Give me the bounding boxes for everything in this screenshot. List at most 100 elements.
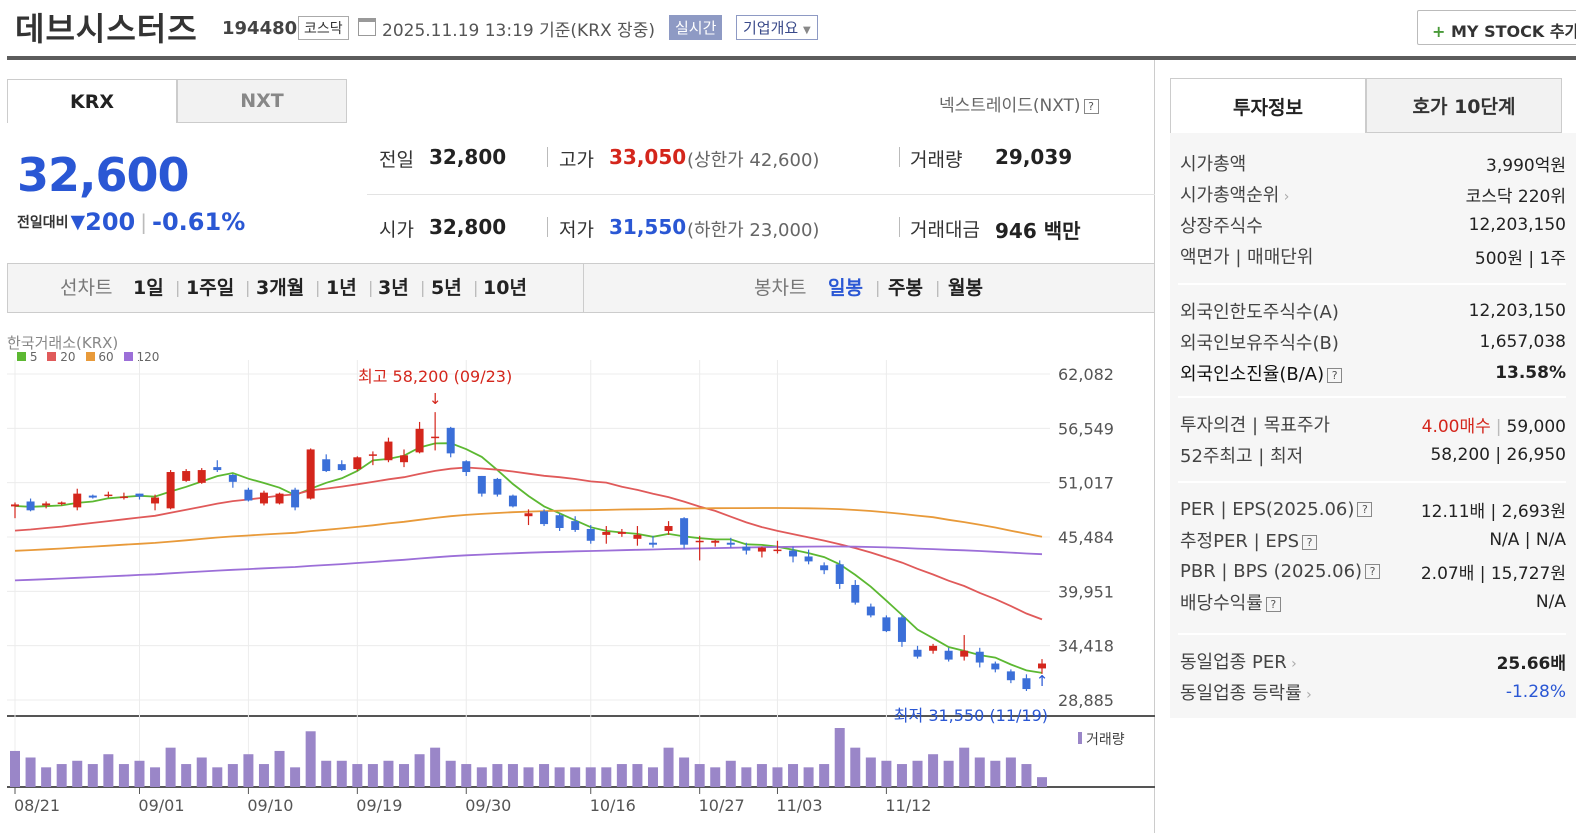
volume-bar bbox=[476, 767, 487, 787]
help-icon[interactable]: ? bbox=[1365, 564, 1381, 579]
range-1y[interactable]: 1년 bbox=[326, 277, 357, 299]
volume-bar bbox=[461, 764, 472, 787]
candle-weekly[interactable]: 주봉 bbox=[888, 277, 923, 299]
candle-body bbox=[182, 471, 191, 481]
volume-bar bbox=[305, 731, 316, 787]
candle-body bbox=[680, 518, 689, 545]
range-3m[interactable]: 3개월 bbox=[256, 277, 305, 299]
opinion-value: 4.00매수 bbox=[1421, 416, 1491, 437]
high-label: 고가 bbox=[559, 149, 594, 171]
tab-invest-info[interactable]: 투자정보 bbox=[1170, 78, 1366, 133]
y-tick-label: 56,549 bbox=[1058, 419, 1114, 438]
tab-nxt[interactable]: NXT bbox=[177, 79, 347, 123]
candle-body bbox=[524, 513, 533, 517]
tab-krx[interactable]: KRX bbox=[7, 79, 177, 123]
volume-bar bbox=[150, 767, 161, 787]
sidebar-body: 시가총액 3,990억원 시가총액순위 › 코스닥 220위 상장주식수 12,203,1… bbox=[1170, 133, 1576, 718]
volume-bar bbox=[912, 760, 923, 787]
my-stock-label: MY STOCK 추가 bbox=[1450, 22, 1576, 41]
volume-bar bbox=[10, 750, 20, 787]
chevron-right-icon[interactable]: › bbox=[1279, 189, 1290, 205]
sidebar-row-label: PER | EPS(2025.06) bbox=[1180, 498, 1355, 520]
line-chart-label[interactable]: 선차트 bbox=[60, 277, 113, 299]
candle-body bbox=[1022, 678, 1031, 690]
candle-body bbox=[882, 617, 891, 632]
calendar-icon bbox=[358, 18, 376, 36]
candle-body bbox=[789, 550, 798, 557]
tab-invest-info-label: 투자정보 bbox=[1233, 96, 1303, 119]
volume-bar bbox=[850, 747, 861, 787]
help-icon[interactable]: ? bbox=[1083, 98, 1099, 114]
amount-value: 946 백만 bbox=[995, 219, 1081, 243]
company-overview-label: 기업개요 bbox=[743, 19, 799, 37]
range-5y[interactable]: 5년 bbox=[431, 277, 462, 299]
candle-body bbox=[991, 663, 1000, 670]
sidebar-row-value: 58,200 | 26,950 bbox=[1430, 445, 1566, 465]
candle-body bbox=[555, 515, 564, 528]
volume-bar bbox=[523, 767, 534, 787]
candle-body bbox=[897, 617, 906, 642]
help-icon[interactable]: ? bbox=[1327, 367, 1343, 383]
volume-bar bbox=[959, 747, 970, 787]
sidebar-info-row: 외국인한도주식수(A) 12,203,150 bbox=[1180, 295, 1566, 327]
candle-body bbox=[384, 441, 393, 461]
sidebar-info-row: 시가총액순위 › 코스닥 220위 bbox=[1180, 178, 1566, 210]
candle-body bbox=[213, 467, 222, 471]
legend-ma120: 120 bbox=[123, 350, 159, 364]
high-value: 33,050 bbox=[609, 145, 687, 169]
help-icon[interactable]: ? bbox=[1357, 502, 1373, 517]
nxt-link[interactable]: 넥스트레이드(NXT)? bbox=[939, 91, 1099, 116]
candle-body bbox=[742, 546, 751, 551]
sidebar-row-value: 2.07배 | 15,727원 bbox=[1420, 563, 1566, 584]
sidebar-row-label: 시가총액순위 bbox=[1180, 185, 1280, 206]
company-name: 데브시스터즈 bbox=[15, 10, 198, 48]
volume-bar bbox=[56, 764, 67, 787]
realtime-badge[interactable]: 실시간 bbox=[669, 15, 723, 40]
candle-body bbox=[337, 464, 346, 471]
chevron-right-icon[interactable]: › bbox=[1286, 656, 1297, 672]
stock-code: 194480 bbox=[222, 18, 298, 39]
candle-monthly[interactable]: 월봉 bbox=[948, 277, 983, 299]
stats-grid: 전일 32,800 고가 33,050 (상한가 42,600) 거래량 29,… bbox=[367, 138, 1155, 328]
volume-bar bbox=[974, 757, 985, 787]
chart-title: 한국거래소(KRX) bbox=[7, 334, 119, 352]
sidebar-info-row: 동일업종 등락률 › -1.28% bbox=[1180, 676, 1566, 708]
range-3y[interactable]: 3년 bbox=[378, 277, 409, 299]
help-icon[interactable]: ? bbox=[1302, 534, 1318, 550]
sidebar-row-label: 52주최고 | 최저 bbox=[1180, 446, 1304, 467]
candle-body bbox=[820, 565, 829, 571]
company-overview-button[interactable]: 기업개요 ▼ bbox=[736, 15, 818, 40]
my-stock-button[interactable]: + MY STOCK 추가 bbox=[1417, 10, 1576, 45]
candle-body bbox=[773, 549, 782, 552]
sidebar-info-row: 상장주식수 12,203,150 bbox=[1180, 209, 1566, 241]
sidebar-info-row: 액면가 | 매매단위 500원 | 1주 bbox=[1180, 240, 1566, 272]
volume-bar bbox=[679, 757, 690, 787]
volume-bar bbox=[616, 764, 627, 787]
range-10y[interactable]: 10년 bbox=[483, 277, 527, 299]
volume-bar bbox=[663, 747, 674, 787]
sidebar-info-row: 외국인소진율(B/A)? 13.58% bbox=[1180, 357, 1566, 389]
range-1w[interactable]: 1주일 bbox=[186, 277, 235, 299]
candle-body bbox=[540, 511, 549, 525]
y-tick-label: 62,082 bbox=[1058, 365, 1114, 384]
candle-chart-label[interactable]: 봉차트 bbox=[754, 277, 807, 299]
volume-bar bbox=[507, 764, 518, 787]
volume-bar bbox=[803, 767, 814, 787]
chevron-right-icon[interactable]: › bbox=[1301, 687, 1312, 703]
sidebar-row-value: N/A bbox=[1535, 592, 1566, 612]
volume-bar bbox=[1005, 757, 1016, 787]
help-icon[interactable]: ? bbox=[1265, 596, 1281, 612]
volume-bar bbox=[539, 764, 550, 787]
volume-bar bbox=[1021, 764, 1032, 787]
range-1d[interactable]: 1일 bbox=[133, 277, 164, 299]
candle-body bbox=[135, 493, 144, 497]
sidebar-row-value: 1,657,038 bbox=[1479, 332, 1566, 352]
candle-body bbox=[197, 470, 206, 483]
volume-bar bbox=[336, 760, 347, 787]
tab-orderbook[interactable]: 호가 10단계 bbox=[1366, 78, 1562, 133]
sidebar-info-row: 동일업종 PER › 25.66배 bbox=[1180, 645, 1566, 677]
candle-daily[interactable]: 일봉 bbox=[828, 277, 863, 299]
open-label: 시가 bbox=[379, 219, 414, 241]
header-divider bbox=[7, 56, 1576, 60]
candle-body bbox=[57, 502, 66, 504]
